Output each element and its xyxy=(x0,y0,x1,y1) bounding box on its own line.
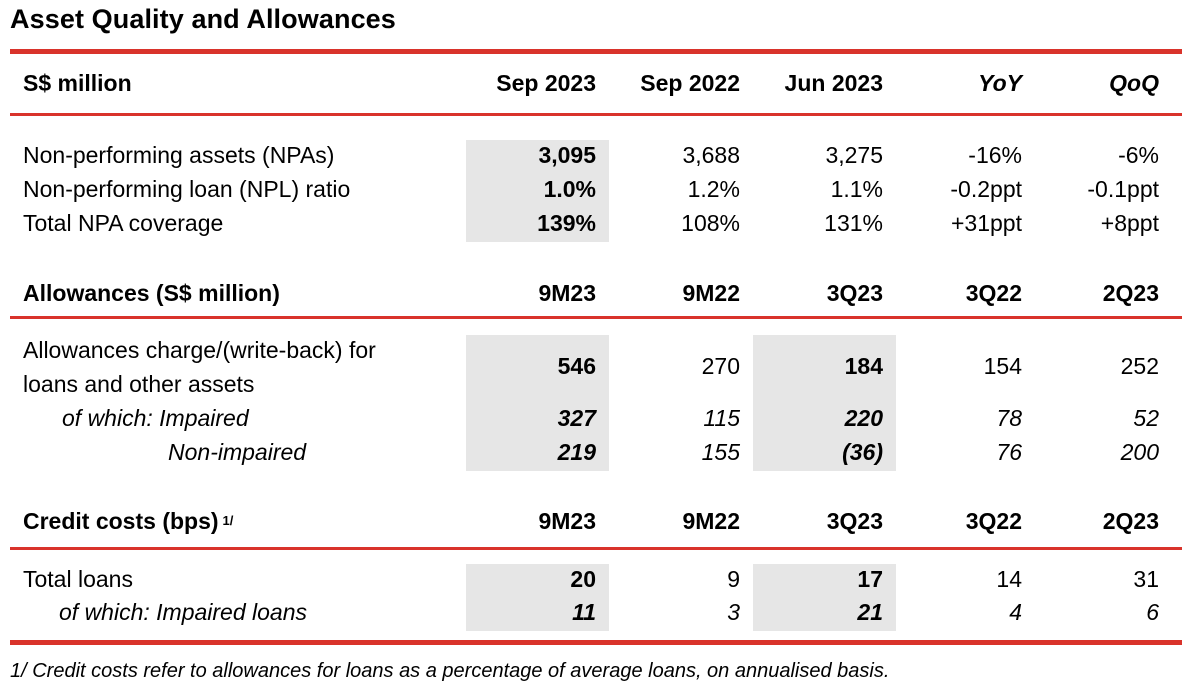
cell: 6 xyxy=(1146,599,1159,625)
col-header: 3Q23 xyxy=(826,280,883,306)
cell: 131% xyxy=(824,210,883,236)
row-label: of which: Impaired xyxy=(62,405,249,431)
cell: -0.1ppt xyxy=(1087,176,1159,202)
cell: 4 xyxy=(1009,599,1022,625)
row-label: Total NPA coverage xyxy=(23,210,224,236)
cell: +31ppt xyxy=(951,210,1022,236)
cell: 76 xyxy=(996,439,1022,465)
col-header: Sep 2022 xyxy=(640,70,740,96)
cell: 17 xyxy=(857,566,883,592)
credit-header-row: Credit costs (bps) 1/ 9M23 9M22 3Q23 3Q22… xyxy=(0,506,1196,536)
cell: 3 xyxy=(727,599,740,625)
cell: 108% xyxy=(681,210,740,236)
cell: 546 xyxy=(557,353,596,379)
cell: -6% xyxy=(1118,142,1159,168)
table-row: 546 270 184 154 252 xyxy=(0,351,1196,381)
top-rule xyxy=(10,49,1182,54)
cell: -0.2ppt xyxy=(950,176,1022,202)
col-header: 3Q22 xyxy=(965,508,1022,534)
footnote-marker: 1/ xyxy=(222,513,234,528)
allowances-header-rule xyxy=(10,316,1182,319)
cell: 200 xyxy=(1120,439,1159,465)
col-header: YoY xyxy=(978,70,1022,96)
npa-header-label: S$ million xyxy=(23,70,132,96)
cell: 20 xyxy=(570,566,596,592)
cell: (36) xyxy=(842,439,883,465)
row-label: Non-performing assets (NPAs) xyxy=(23,142,335,168)
cell: 270 xyxy=(701,353,740,379)
npa-highlight-sep2023 xyxy=(466,140,609,242)
cell: 1.2% xyxy=(687,176,740,202)
page-title: Asset Quality and Allowances xyxy=(10,4,396,34)
cell: 3,095 xyxy=(538,142,596,168)
cell: 115 xyxy=(703,405,740,431)
col-header: QoQ xyxy=(1109,70,1159,96)
col-header: 3Q22 xyxy=(965,280,1022,306)
cell: 78 xyxy=(996,405,1022,431)
table-row: of which: Impaired 327 115 220 78 52 xyxy=(0,403,1196,433)
credit-header-label-wrap: Credit costs (bps) 1/ xyxy=(23,506,233,536)
credit-header-label: Credit costs (bps) xyxy=(23,508,219,534)
cell: 220 xyxy=(844,405,883,431)
allowances-header-label: Allowances (S$ million) xyxy=(23,280,280,306)
table-row: of which: Impaired loans 11 3 21 4 6 xyxy=(0,597,1196,627)
cell: 21 xyxy=(857,599,883,625)
cell: 327 xyxy=(557,405,596,431)
table-row: Non-performing loan (NPL) ratio 1.0% 1.2… xyxy=(0,174,1196,204)
credit-header-rule xyxy=(10,547,1182,550)
cell: 3,688 xyxy=(682,142,740,168)
cell: 14 xyxy=(996,566,1022,592)
table-row: Non-impaired 219 155 (36) 76 200 xyxy=(0,437,1196,467)
row-label: loans and other assets xyxy=(23,371,255,397)
cell: 52 xyxy=(1133,405,1159,431)
col-header: 9M22 xyxy=(682,508,740,534)
cell: 9 xyxy=(727,566,740,592)
row-label: Non-performing loan (NPL) ratio xyxy=(23,176,351,202)
table-row: Total NPA coverage 139% 108% 131% +31ppt… xyxy=(0,208,1196,238)
allowances-highlight-9m23 xyxy=(466,335,609,471)
cell: 252 xyxy=(1120,353,1159,379)
table-row: Total loans 20 9 17 14 31 xyxy=(0,564,1196,594)
table-row-label-line1: Allowances charge/(write-back) for xyxy=(0,335,1196,365)
cell: 31 xyxy=(1133,566,1159,592)
allowances-header-row: Allowances (S$ million) 9M23 9M22 3Q23 3… xyxy=(0,278,1196,308)
row-label: of which: Impaired loans xyxy=(59,599,308,625)
table-row-label-line2: loans and other assets xyxy=(0,369,1196,399)
col-header: 9M23 xyxy=(538,508,596,534)
cell: 11 xyxy=(572,599,596,625)
npa-header-rule xyxy=(10,113,1182,116)
cell: -16% xyxy=(968,142,1022,168)
cell: 219 xyxy=(557,439,596,465)
cell: 1.0% xyxy=(543,176,596,202)
cell: 184 xyxy=(844,353,883,379)
credit-highlight-9m23 xyxy=(466,564,609,631)
cell: 154 xyxy=(983,353,1022,379)
cell: 139% xyxy=(537,210,596,236)
cell: +8ppt xyxy=(1100,210,1159,236)
cell: 3,275 xyxy=(825,142,883,168)
col-header: Jun 2023 xyxy=(784,70,883,96)
col-header: Sep 2023 xyxy=(496,70,596,96)
col-header: 2Q23 xyxy=(1102,280,1159,306)
allowances-highlight-3q23 xyxy=(753,335,896,471)
row-label: Non-impaired xyxy=(168,439,307,465)
credit-highlight-3q23 xyxy=(753,564,896,631)
col-header: 3Q23 xyxy=(826,508,883,534)
row-label: Total loans xyxy=(23,566,133,592)
npa-header-row: S$ million Sep 2023 Sep 2022 Jun 2023 Yo… xyxy=(0,68,1196,98)
footnote: 1/ Credit costs refer to allowances for … xyxy=(10,660,890,682)
row-label: Allowances charge/(write-back) for xyxy=(23,337,376,363)
bottom-rule xyxy=(10,640,1182,645)
cell: 1.1% xyxy=(830,176,883,202)
col-header: 9M23 xyxy=(538,280,596,306)
col-header: 9M22 xyxy=(682,280,740,306)
col-header: 2Q23 xyxy=(1102,508,1159,534)
table-row: Non-performing assets (NPAs) 3,095 3,688… xyxy=(0,140,1196,170)
cell: 155 xyxy=(701,439,740,465)
